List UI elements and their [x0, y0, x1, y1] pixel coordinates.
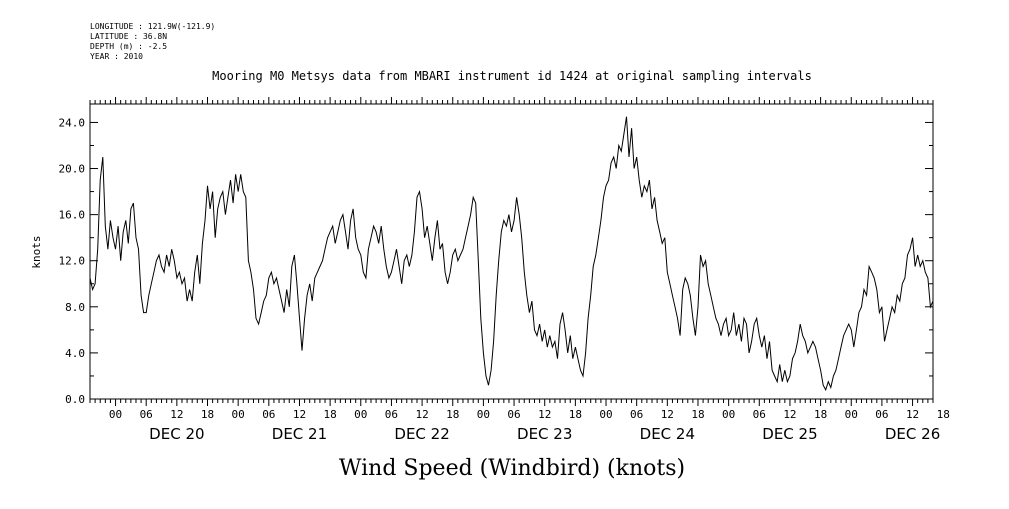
y-tick-label: 8.0	[65, 301, 85, 314]
x-tick-label: 12	[170, 408, 183, 421]
x-tick-label: 12	[293, 408, 306, 421]
y-tick-label: 12.0	[59, 255, 86, 268]
y-tick-label: 4.0	[65, 347, 85, 360]
chart-title: Wind Speed (Windbird) (knots)	[339, 456, 685, 481]
x-tick-label: 00	[354, 408, 367, 421]
x-tick-label: 06	[753, 408, 766, 421]
y-tick-label: 0.0	[65, 393, 85, 406]
plot-frame	[89, 103, 934, 400]
x-tick-label: 06	[507, 408, 520, 421]
x-tick-label: 18	[201, 408, 214, 421]
x-tick-label: 06	[262, 408, 275, 421]
x-day-label: DEC 24	[640, 425, 695, 443]
x-day-label: DEC 26	[885, 425, 940, 443]
x-tick-label: 00	[477, 408, 490, 421]
wind-speed-line	[89, 116, 934, 392]
x-tick-label: 18	[569, 408, 582, 421]
meta-line-latitude: LATITUDE : 36.8N	[90, 32, 167, 41]
x-tick-label: 18	[691, 408, 704, 421]
x-tick-label: 12	[415, 408, 428, 421]
x-tick-label: 06	[875, 408, 888, 421]
x-day-label: DEC 23	[517, 425, 572, 443]
meta-line-longitude: LONGITUDE : 121.9W(-121.9)	[90, 22, 215, 31]
x-tick-label: 12	[661, 408, 674, 421]
metadata-block: LONGITUDE : 121.9W(-121.9) LATITUDE : 36…	[90, 22, 215, 61]
axes-group: 0.0 4.0 8.0 12.0 16.0 20.0 24.0 00 06 12 18 00 06 12 1…	[59, 97, 950, 443]
y-axis-label: knots	[30, 235, 43, 268]
x-tick-label: 12	[538, 408, 551, 421]
meta-line-depth: DEPTH (m) : -2.5	[90, 42, 167, 51]
x-tick-label: 18	[937, 408, 950, 421]
x-tick-label: 12	[906, 408, 919, 421]
x-tick-label: 18	[324, 408, 337, 421]
x-tick-label: 00	[599, 408, 612, 421]
x-tick-label: 18	[814, 408, 827, 421]
y-tick-label: 16.0	[59, 209, 86, 222]
plot-title: Mooring M0 Metsys data from MBARI instru…	[212, 69, 812, 83]
x-tick-label: 06	[630, 408, 643, 421]
x-tick-label: 00	[722, 408, 735, 421]
x-tick-label: 12	[783, 408, 796, 421]
x-tick-label: 00	[845, 408, 858, 421]
y-tick-label: 24.0	[59, 116, 86, 129]
y-tick-label: 20.0	[59, 163, 86, 176]
x-day-label: DEC 22	[394, 425, 449, 443]
x-tick-label: 06	[385, 408, 398, 421]
x-tick-label: 00	[109, 408, 122, 421]
x-day-label: DEC 25	[762, 425, 817, 443]
series-group	[89, 116, 934, 392]
x-day-label: DEC 21	[272, 425, 327, 443]
x-tick-label: 00	[232, 408, 245, 421]
x-day-label: DEC 20	[149, 425, 204, 443]
x-tick-label: 06	[140, 408, 153, 421]
meta-line-year: YEAR : 2010	[90, 52, 143, 61]
x-tick-label: 18	[446, 408, 459, 421]
